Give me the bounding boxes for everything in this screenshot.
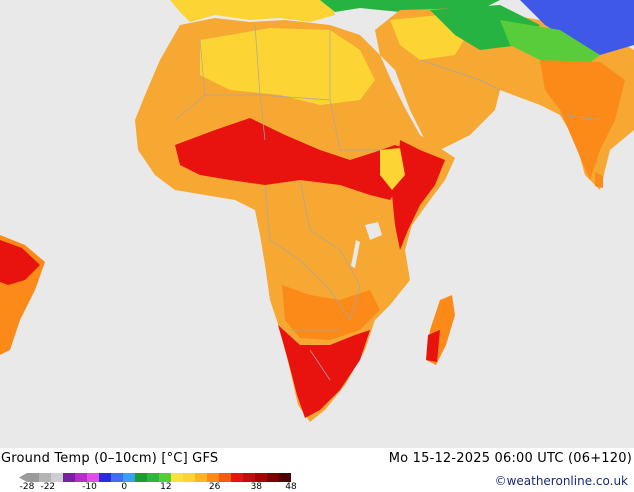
footer: Ground Temp (0–10cm) [°C] GFS Mo 15-12-2…	[0, 448, 634, 492]
himalaya-cold-zone	[520, 0, 634, 55]
legend-color-bar	[19, 473, 291, 482]
south-america-hot-zone	[0, 240, 40, 285]
legend-swatch	[147, 473, 160, 482]
legend-swatch	[111, 473, 124, 482]
map-title: Ground Temp (0–10cm) [°C] GFS	[1, 451, 219, 466]
madagascar-hot-zone	[426, 330, 440, 362]
africa-landmass	[135, 18, 455, 422]
legend-swatch	[231, 473, 244, 482]
legend-swatch	[123, 473, 136, 482]
legend-swatch	[267, 473, 280, 482]
legend-swatch	[171, 473, 184, 482]
horn-hot-zone	[392, 140, 445, 250]
legend-tick-label: -28	[19, 482, 35, 492]
sri-lanka	[595, 172, 603, 188]
legend-labels: -28 -22 -10 0 12 26 38 48	[0, 482, 320, 492]
sahel-hot-zone	[175, 118, 410, 200]
valid-time: Mo 15-12-2025 06:00 UTC (06+120)	[388, 451, 632, 466]
europe-landmass	[170, 0, 335, 22]
legend-swatch	[219, 473, 232, 482]
himalaya-green-zone	[500, 20, 600, 70]
legend-tick-label: 26	[208, 482, 221, 492]
legend-tick-label: 38	[250, 482, 263, 492]
legend-swatch	[279, 473, 291, 482]
legend-swatch	[27, 473, 40, 482]
legend-swatch	[183, 473, 196, 482]
lake-tanganyika	[351, 240, 360, 268]
country-borders	[174, 24, 601, 381]
legend-tick-label: -22	[40, 482, 56, 492]
legend-swatch	[51, 473, 64, 482]
legend-swatch	[159, 473, 172, 482]
legend-swatch	[195, 473, 208, 482]
temperature-map	[0, 0, 634, 448]
legend-swatch	[135, 473, 148, 482]
legend-swatch	[63, 473, 76, 482]
legend-tick-label: 48	[285, 482, 297, 492]
lake-victoria	[365, 222, 382, 240]
legend-swatch	[75, 473, 88, 482]
east-africa-mild-zone	[380, 148, 405, 190]
legend-swatch	[207, 473, 220, 482]
legend-tick-label: -10	[82, 482, 97, 492]
legend-swatch	[243, 473, 256, 482]
legend-swatch	[87, 473, 100, 482]
sahara-mild-zone	[200, 28, 375, 105]
legend-swatch	[39, 473, 52, 482]
legend-arrow-left	[19, 473, 27, 482]
india-landmass	[540, 60, 625, 180]
legend-tick-label: 12	[160, 482, 172, 492]
credit-link[interactable]: ©weatheronline.co.uk	[494, 474, 628, 488]
legend-swatch	[99, 473, 112, 482]
legend-swatch	[255, 473, 268, 482]
southern-africa-warm-zone	[282, 285, 380, 340]
legend-tick-label: 0	[121, 482, 128, 492]
